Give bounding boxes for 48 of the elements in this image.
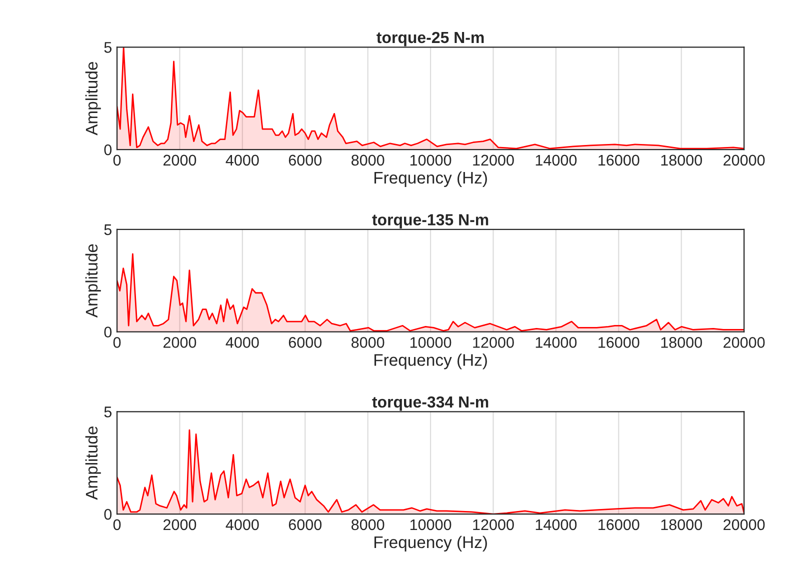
y-axis-title: Amplitude: [85, 426, 101, 500]
x-tick-label: 16000: [598, 519, 640, 530]
x-tick-label: 12000: [473, 519, 514, 530]
x-tick-label: 16000: [598, 337, 640, 348]
x-tick-label: 6000: [288, 519, 322, 530]
y-tick-label: 0: [104, 144, 112, 156]
x-tick-label: 2000: [163, 337, 196, 348]
x-axis-title: Frequency (Hz): [374, 354, 487, 370]
x-tick-label: 0: [113, 337, 121, 348]
x-tick-label: 2000: [163, 519, 196, 530]
x-tick-label: 8000: [352, 337, 384, 348]
y-tick-label: 0: [104, 326, 112, 338]
x-tick-label: 4000: [226, 337, 259, 348]
x-tick-label: 14000: [536, 519, 577, 530]
x-tick-label: 10000: [410, 519, 452, 530]
x-axis-title: Frequency (Hz): [374, 171, 487, 187]
x-tick-label: 18000: [661, 154, 702, 166]
x-tick-label: 6000: [288, 154, 322, 166]
x-tick-label: 18000: [661, 519, 702, 530]
x-tick-label: 12000: [473, 154, 514, 166]
x-axis-title: Frequency (Hz): [374, 536, 487, 552]
x-tick-label: 2000: [163, 154, 196, 166]
x-tick-label: 8000: [352, 154, 384, 166]
x-tick-label: 20000: [724, 519, 765, 530]
x-tick-label: 0: [113, 519, 121, 530]
x-tick-label: 12000: [473, 337, 514, 348]
x-tick-label: 20000: [724, 154, 765, 166]
x-tick-label: 16000: [598, 154, 640, 166]
x-tick-label: 20000: [724, 337, 765, 348]
y-tick-label: 5: [104, 406, 112, 418]
x-tick-label: 14000: [536, 154, 577, 166]
y-axis-title: Amplitude: [85, 62, 101, 136]
x-tick-label: 4000: [226, 154, 259, 166]
x-tick-label: 10000: [410, 337, 452, 348]
y-tick-label: 0: [104, 508, 112, 520]
x-tick-label: 4000: [226, 519, 259, 530]
x-tick-label: 14000: [536, 337, 577, 348]
y-tick-label: 5: [104, 224, 112, 236]
y-tick-label: 5: [104, 42, 112, 53]
x-tick-label: 18000: [661, 337, 702, 348]
chart-title: torque-25 N-m: [376, 32, 484, 46]
y-axis-title: Amplitude: [85, 244, 101, 318]
chart-title: torque-334 N-m: [372, 396, 488, 411]
x-tick-label: 0: [113, 154, 121, 166]
chart-title: torque-135 N-m: [372, 214, 488, 229]
x-tick-label: 8000: [352, 519, 384, 530]
x-tick-label: 10000: [410, 154, 452, 166]
x-tick-label: 6000: [288, 337, 322, 348]
